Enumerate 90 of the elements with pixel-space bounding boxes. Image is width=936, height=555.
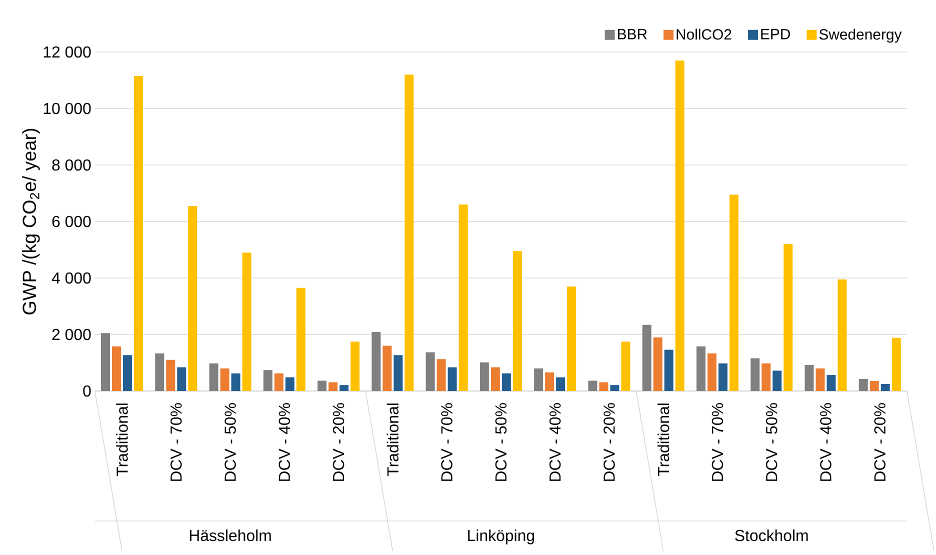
text: Linköping <box>468 529 534 544</box>
bar <box>762 363 771 391</box>
bar <box>340 385 349 391</box>
bar <box>675 60 684 391</box>
bar <box>177 367 186 391</box>
bar <box>502 373 511 391</box>
bar <box>750 358 760 391</box>
bar <box>123 355 132 391</box>
bar <box>567 286 576 391</box>
bar <box>804 365 814 391</box>
x-tick-label: Traditional <box>386 404 399 476</box>
bar <box>350 342 360 391</box>
bar <box>534 368 544 391</box>
x-tick-label: DCV - 70% <box>712 403 724 481</box>
bar <box>101 333 110 391</box>
x-tick-label: DCV - 50% <box>766 403 778 481</box>
bar <box>231 373 240 391</box>
bar <box>599 382 608 391</box>
legend-label: EPD <box>761 28 790 40</box>
x-tick-label: DCV - 40% <box>549 403 561 481</box>
bar <box>707 353 716 391</box>
y-tick-label: 10 000 <box>44 102 91 114</box>
bar <box>545 372 554 391</box>
bar <box>870 380 879 391</box>
bar <box>394 355 403 391</box>
bar <box>436 359 446 391</box>
bar <box>285 377 294 391</box>
x-tick-label: DCV - 70% <box>170 403 182 481</box>
y-tick-label: 4 000 <box>52 272 91 284</box>
text: Hässleholm <box>190 529 271 542</box>
bar <box>220 368 230 391</box>
x-tick-label: DCV - 20% <box>874 403 886 481</box>
y-tick-label: 6 000 <box>52 216 91 228</box>
bar <box>816 368 825 391</box>
x-tick-label: DCV - 20% <box>604 403 615 481</box>
x-tick-label: DCV - 40% <box>278 403 290 481</box>
x-tick-label: DCV - 50% <box>224 403 236 481</box>
bar <box>556 377 566 391</box>
x-tick-label: Traditional <box>657 404 670 476</box>
bar <box>653 337 662 391</box>
y-tick-label: 0 <box>83 385 91 397</box>
bar <box>588 380 598 391</box>
bar <box>480 362 489 391</box>
bar <box>112 346 121 391</box>
bar <box>372 332 381 391</box>
bar <box>621 342 630 391</box>
legend-label: Swedenergy <box>819 28 902 43</box>
bar <box>696 346 706 391</box>
bar <box>772 370 782 391</box>
bar <box>826 375 836 391</box>
bar <box>328 382 338 391</box>
x-tick-label: DCV - 70% <box>441 403 452 481</box>
x-tick-label: DCV - 40% <box>820 403 832 481</box>
bar <box>263 370 272 391</box>
x-tick-label: DCV - 20% <box>332 403 344 481</box>
bar <box>274 373 284 391</box>
bar <box>242 252 252 391</box>
x-tick-label: DCV - 50% <box>495 403 507 481</box>
bar <box>642 324 652 391</box>
bar <box>318 380 327 391</box>
bar <box>718 363 728 391</box>
bar <box>892 338 901 391</box>
bar <box>784 244 793 391</box>
bar <box>880 384 890 391</box>
bar <box>404 74 414 391</box>
bar <box>610 385 620 391</box>
bar <box>858 378 868 391</box>
x-tick-label: Traditional <box>116 404 128 476</box>
bar <box>729 194 738 391</box>
y-tick-label: 8 000 <box>52 159 91 171</box>
bar <box>664 350 674 391</box>
bar <box>448 367 457 391</box>
legend-label: BBR <box>618 28 647 40</box>
y-tick-label: 12 000 <box>44 46 91 58</box>
bar <box>209 363 218 391</box>
bar <box>296 288 306 391</box>
legend-label: NollCO2 <box>676 28 732 40</box>
bar <box>838 279 847 391</box>
y-tick-label: 2 000 <box>52 328 91 340</box>
bar <box>490 367 500 391</box>
bar <box>134 76 143 391</box>
y-axis-title: GWP /(kg CO$_{2}$e/ year) <box>22 128 40 314</box>
bar <box>382 346 392 391</box>
bar <box>155 353 164 391</box>
bar <box>426 352 435 391</box>
bar <box>166 360 176 391</box>
bar <box>188 206 198 391</box>
text: Stockholm <box>735 529 808 542</box>
bar <box>458 204 468 391</box>
bar <box>512 251 522 391</box>
